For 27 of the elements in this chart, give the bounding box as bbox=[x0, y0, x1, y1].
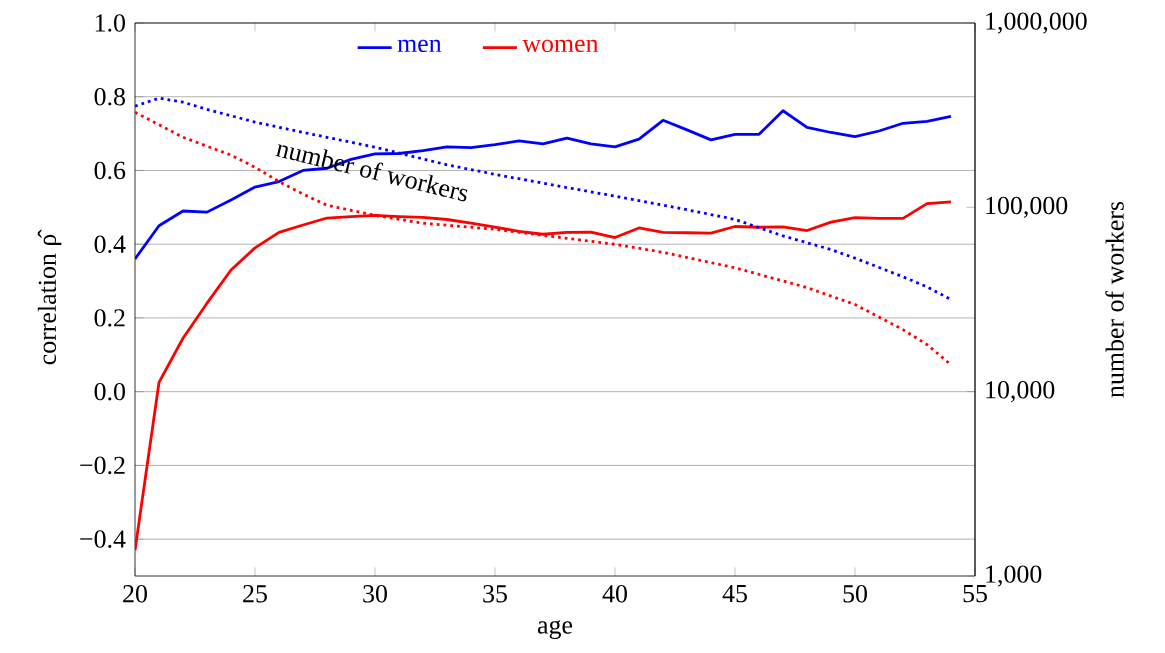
y-tick-label: 1.0 bbox=[95, 14, 125, 32]
y2-axis-title: number of workers bbox=[1105, 201, 1124, 398]
annotation: number of workers bbox=[275, 144, 468, 202]
y-tick-label: 0.8 bbox=[94, 87, 125, 106]
x-axis-title: age bbox=[537, 620, 573, 640]
y-tick-label: 0.4 bbox=[94, 235, 126, 253]
x-tick-label: 35 bbox=[483, 585, 507, 603]
y2-tick-label: 1,000,000 bbox=[986, 12, 1087, 34]
legend-label: women bbox=[522, 39, 599, 53]
y-axis-title: correlation ρ̂ bbox=[37, 229, 62, 365]
x-tick-label: 55 bbox=[963, 585, 987, 603]
x-tick-label: 30 bbox=[363, 585, 387, 603]
x-tick-label: 45 bbox=[722, 585, 747, 603]
x-tick-label: 50 bbox=[843, 585, 867, 603]
x-tick-label: 25 bbox=[243, 585, 267, 603]
y-tick-label: −0.4 bbox=[80, 530, 126, 548]
legend-label: men bbox=[397, 39, 442, 53]
y2-tick-label: 10,000 bbox=[986, 381, 1055, 403]
y-tick-label: 0.2 bbox=[94, 309, 125, 327]
line-series bbox=[135, 96, 953, 301]
x-tick-label: 20 bbox=[123, 585, 147, 603]
y-tick-label: 0.6 bbox=[94, 161, 126, 180]
y-tick-label: 0.0 bbox=[94, 382, 125, 401]
x-tick-label: 40 bbox=[602, 585, 627, 603]
y-tick-label: −0.2 bbox=[80, 456, 125, 475]
y2-tick-label: 1,000 bbox=[986, 565, 1042, 587]
y2-tick-label: 100,000 bbox=[986, 196, 1068, 218]
